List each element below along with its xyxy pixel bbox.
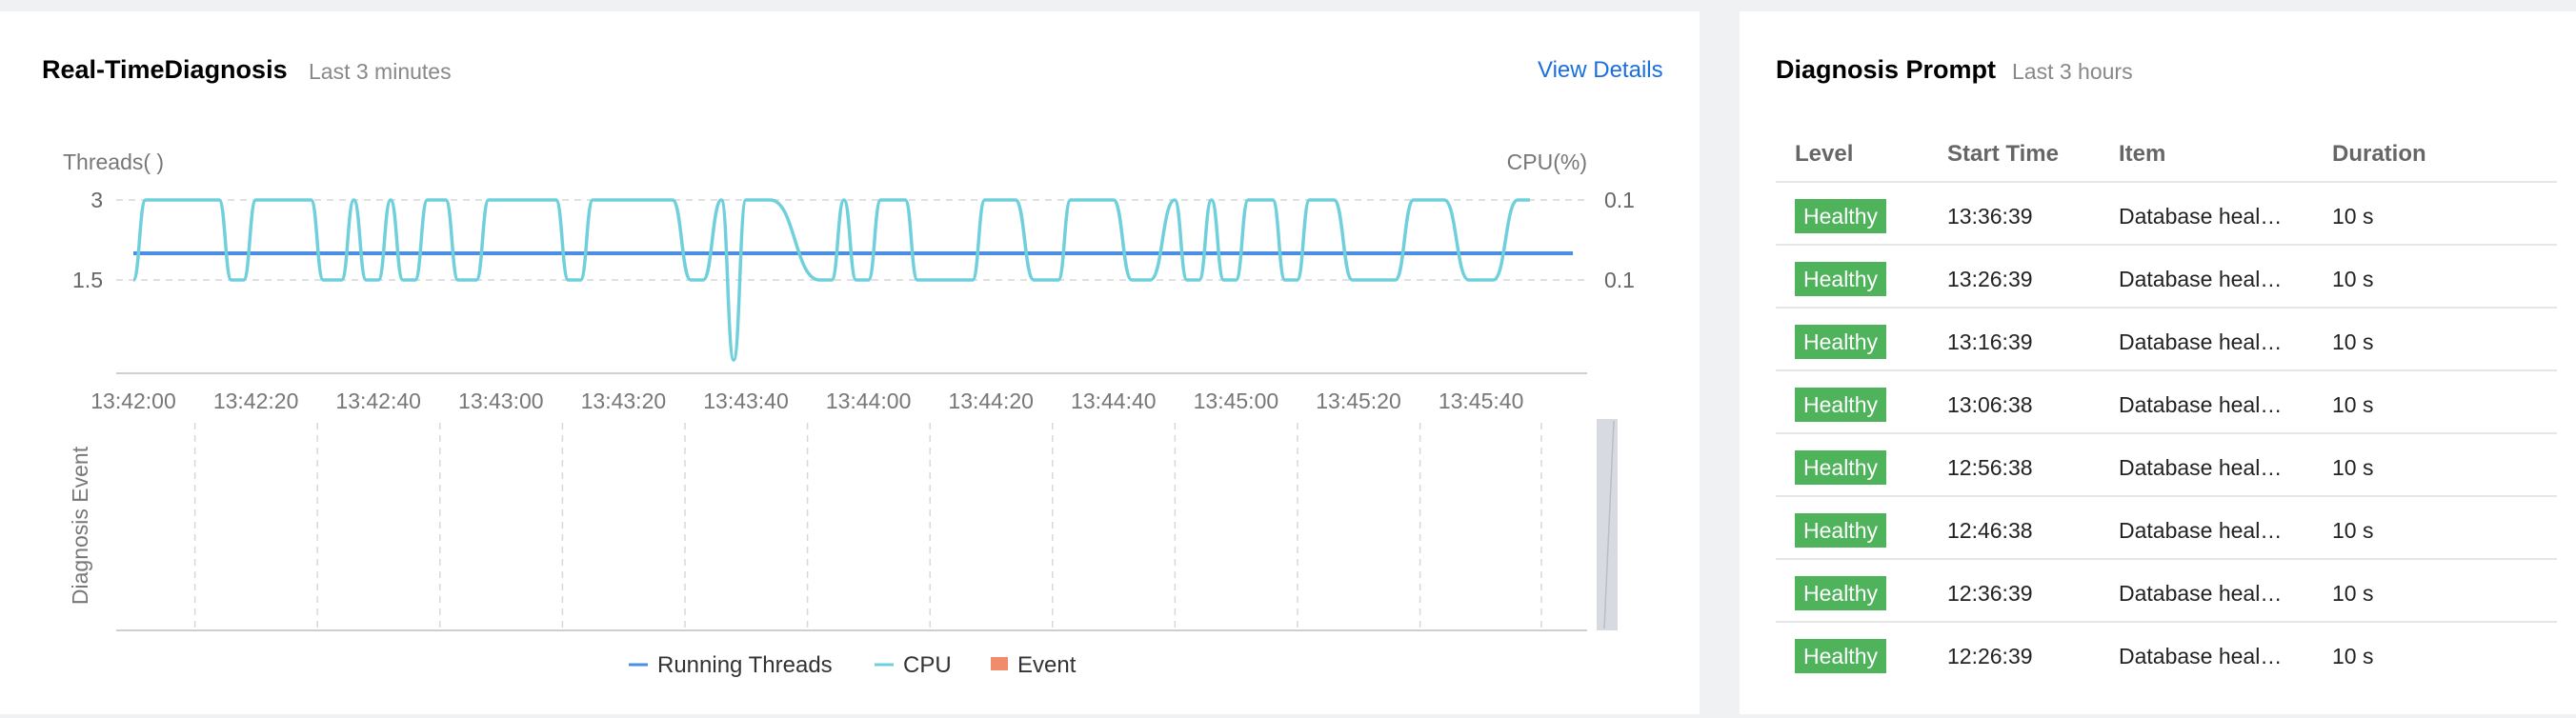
event-scrollbar[interactable] bbox=[1597, 419, 1618, 630]
x-tick-label: 13:43:00 bbox=[458, 389, 544, 413]
column-header-item[interactable]: Item bbox=[2119, 141, 2166, 167]
y-left-tick-label: 3 bbox=[91, 188, 103, 212]
duration-cell: 10 s bbox=[2332, 455, 2374, 480]
x-tick-label: 13:42:40 bbox=[335, 389, 421, 413]
table-row[interactable]: Healthy 13:26:39 Database heal… 10 s bbox=[1776, 246, 2557, 309]
x-tick-label: 13:45:20 bbox=[1316, 389, 1401, 413]
item-cell[interactable]: Database heal… bbox=[2119, 581, 2283, 606]
card-title: Diagnosis Prompt bbox=[1776, 55, 1997, 84]
duration-cell: 10 s bbox=[2332, 204, 2374, 229]
level-badge: Healthy bbox=[1795, 262, 1886, 296]
column-header-level[interactable]: Level bbox=[1795, 141, 1854, 167]
start-time-cell: 13:16:39 bbox=[1947, 329, 2033, 354]
start-time-cell: 13:26:39 bbox=[1947, 267, 2033, 291]
duration-cell: 10 s bbox=[2332, 581, 2374, 606]
y-axis-left-label: Threads( ) bbox=[63, 150, 164, 174]
duration-cell: 10 s bbox=[2332, 329, 2374, 354]
level-badge: Healthy bbox=[1795, 513, 1886, 548]
level-badge: Healthy bbox=[1795, 199, 1886, 233]
x-tick-label: 13:44:20 bbox=[948, 389, 1034, 413]
start-time-cell: 12:46:38 bbox=[1947, 518, 2033, 543]
level-badge: Healthy bbox=[1795, 325, 1886, 359]
legend-label[interactable]: CPU bbox=[903, 652, 952, 678]
diagnosis-prompt-card: Diagnosis Prompt Last 3 hours Level Star… bbox=[1740, 11, 2576, 714]
table-header: Level Start Time Item Duration bbox=[1776, 118, 2557, 183]
y-right-tick-label: 0.1 bbox=[1604, 188, 1635, 212]
diagnosis-chart: Threads( ) CPU(%) 3 0.1 1.5 0.1 13:42:00 13:42:… bbox=[63, 150, 1635, 678]
card-subtitle: Last 3 hours bbox=[2012, 59, 2133, 84]
item-cell[interactable]: Database heal… bbox=[2119, 518, 2283, 543]
start-time-cell: 12:56:38 bbox=[1947, 455, 2033, 480]
series-cpu-line bbox=[131, 198, 1531, 362]
event-axis-label: Diagnosis Event bbox=[68, 446, 92, 605]
y-left-tick-label: 1.5 bbox=[72, 268, 103, 292]
item-cell[interactable]: Database heal… bbox=[2119, 392, 2283, 417]
x-tick-label: 13:42:20 bbox=[213, 389, 299, 413]
x-tick-label: 13:45:00 bbox=[1194, 389, 1279, 413]
legend-label[interactable]: Running Threads bbox=[657, 652, 833, 678]
item-cell[interactable]: Database heal… bbox=[2119, 455, 2283, 480]
duration-cell: 10 s bbox=[2332, 644, 2374, 668]
view-details-link[interactable]: View Details bbox=[1538, 57, 1663, 83]
table-row[interactable]: Healthy 12:26:39 Database heal… 10 s bbox=[1776, 623, 2557, 678]
duration-cell: 10 s bbox=[2332, 267, 2374, 291]
card-title: Real-TimeDiagnosis bbox=[42, 55, 288, 84]
x-tick-label: 13:42:00 bbox=[91, 389, 176, 413]
x-tick-label: 13:44:40 bbox=[1071, 389, 1157, 413]
table-row[interactable]: Healthy 13:06:38 Database heal… 10 s bbox=[1776, 371, 2557, 434]
level-badge: Healthy bbox=[1795, 450, 1886, 485]
start-time-cell: 12:36:39 bbox=[1947, 581, 2033, 606]
realtime-diagnosis-card: Real-TimeDiagnosis Last 3 minutes View D… bbox=[0, 11, 1700, 714]
duration-cell: 10 s bbox=[2332, 392, 2374, 417]
x-tick-label: 13:43:20 bbox=[581, 389, 667, 413]
item-cell[interactable]: Database heal… bbox=[2119, 644, 2283, 668]
table-row[interactable]: Healthy 13:16:39 Database heal… 10 s bbox=[1776, 309, 2557, 371]
legend-label[interactable]: Event bbox=[1017, 652, 1077, 678]
start-time-cell: 12:26:39 bbox=[1947, 644, 2033, 668]
start-time-cell: 13:06:38 bbox=[1947, 392, 2033, 417]
x-tick-label: 13:44:00 bbox=[826, 389, 912, 413]
x-tick-label: 13:43:40 bbox=[703, 389, 789, 413]
y-axis-right-label: CPU(%) bbox=[1507, 150, 1587, 174]
event-scrollbar-grip bbox=[1603, 420, 1615, 629]
card-subtitle: Last 3 minutes bbox=[309, 59, 452, 84]
table-body[interactable]: Healthy 13:36:39 Database heal… 10 s Healthy… bbox=[1776, 183, 2557, 678]
column-header-duration[interactable]: Duration bbox=[2332, 141, 2426, 167]
x-tick-label: 13:45:40 bbox=[1439, 389, 1524, 413]
table-row[interactable]: Healthy 12:56:38 Database heal… 10 s bbox=[1776, 434, 2557, 497]
level-badge: Healthy bbox=[1795, 576, 1886, 610]
y-right-tick-label: 0.1 bbox=[1604, 268, 1635, 292]
level-badge: Healthy bbox=[1795, 639, 1886, 673]
duration-cell: 10 s bbox=[2332, 518, 2374, 543]
level-badge: Healthy bbox=[1795, 388, 1886, 422]
start-time-cell: 13:36:39 bbox=[1947, 204, 2033, 229]
table-row[interactable]: Healthy 12:46:38 Database heal… 10 s bbox=[1776, 497, 2557, 560]
table-row[interactable]: Healthy 12:36:39 Database heal… 10 s bbox=[1776, 560, 2557, 623]
column-header-start-time[interactable]: Start Time bbox=[1947, 141, 2059, 167]
item-cell[interactable]: Database heal… bbox=[2119, 267, 2283, 291]
legend-swatch-event bbox=[991, 657, 1008, 670]
item-cell[interactable]: Database heal… bbox=[2119, 204, 2283, 229]
item-cell[interactable]: Database heal… bbox=[2119, 329, 2283, 354]
table-row[interactable]: Healthy 13:36:39 Database heal… 10 s bbox=[1776, 183, 2557, 246]
